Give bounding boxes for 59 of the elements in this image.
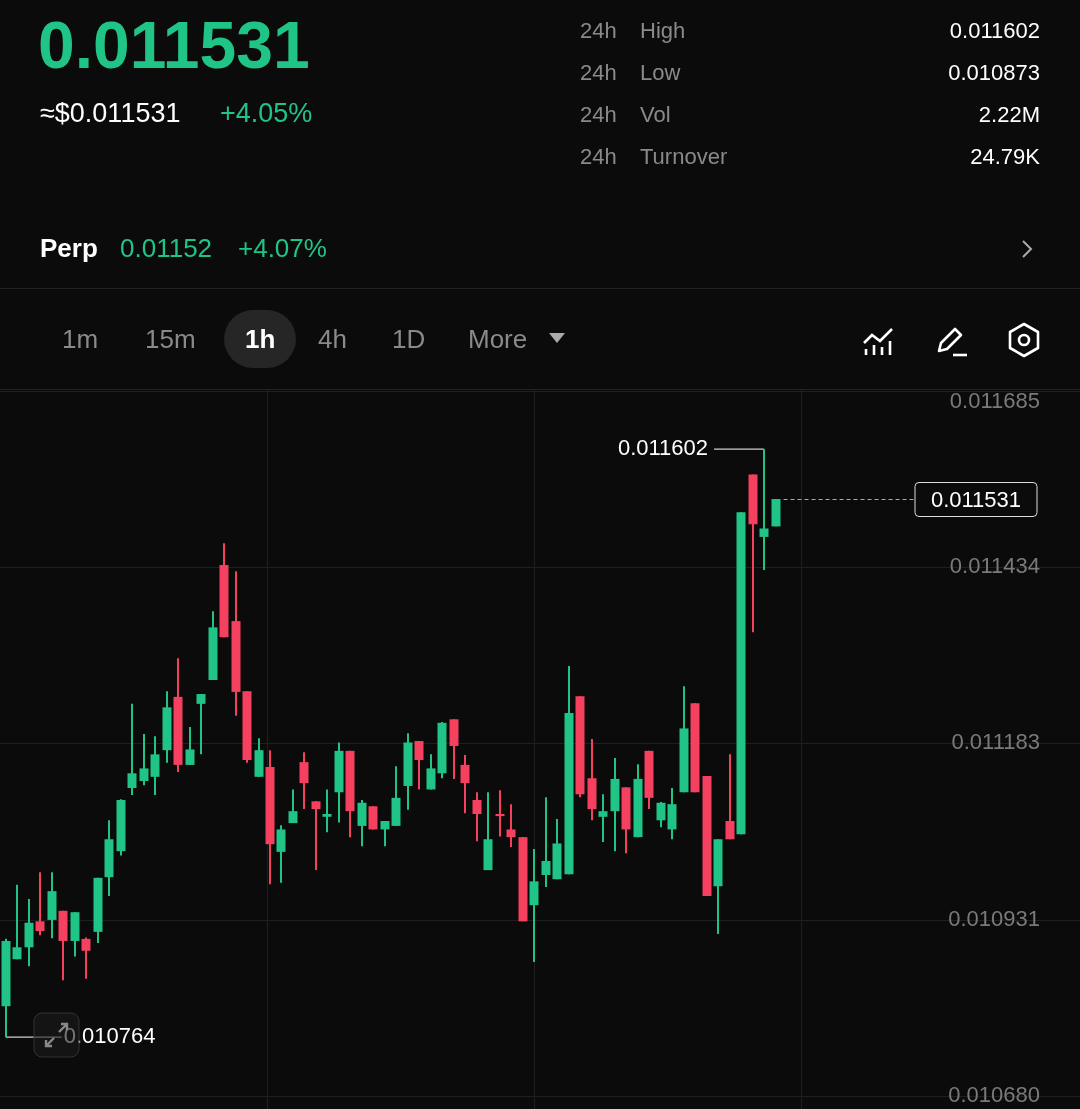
candlestick (656, 801, 666, 829)
annotation: 0.011602 (617, 435, 709, 461)
text: 1h (245, 324, 276, 354)
text: +4.05% (220, 98, 313, 128)
text: 15m (145, 324, 196, 354)
candlestick (150, 735, 160, 797)
chart-subtitle: ≈$0.011531 (40, 98, 181, 128)
candlestick (414, 740, 424, 791)
candlestick (35, 871, 45, 937)
text: Perp (40, 233, 98, 263)
text: Vol (640, 102, 671, 127)
text: 24h (580, 102, 617, 127)
y-tick-label: 0.011685 (949, 388, 1040, 414)
candlestick (196, 693, 206, 756)
text: 24h (580, 144, 617, 169)
candlestick (288, 788, 298, 825)
text: 0.01152 (120, 233, 213, 263)
text: 24h (580, 60, 617, 85)
chart-title: 0.011531 (38, 8, 310, 82)
y-tick-label: 0.010931 (948, 905, 1040, 931)
candlestick (472, 791, 482, 843)
candlestick (311, 800, 321, 872)
y-tick-label: 0.010680 (948, 1082, 1040, 1108)
text: Low (640, 60, 681, 85)
candlestick (81, 936, 91, 980)
annotation: 0.010764 (63, 1023, 156, 1049)
text: 0.010873 (948, 60, 1040, 85)
text: Turnover (640, 144, 728, 169)
text: 2.22M (978, 102, 1040, 127)
candlestick (12, 883, 22, 961)
candlestick (506, 803, 516, 848)
candlestick (460, 754, 470, 815)
candlestick (725, 753, 735, 841)
text: 4h (318, 324, 347, 354)
candlestick (529, 848, 539, 964)
ref-line-label: 0.011531 (930, 486, 1022, 512)
candlestick (139, 733, 149, 787)
candlestick (357, 798, 367, 848)
text: +4.07% (238, 233, 327, 263)
candlestick (185, 726, 195, 766)
candlestick (380, 820, 390, 848)
candlestick (759, 448, 769, 571)
candlestick (276, 824, 286, 884)
candlestick (495, 789, 505, 838)
candlestick (322, 788, 332, 834)
text: More (468, 324, 528, 354)
candlestick (299, 751, 309, 811)
text: 0.011602 (949, 18, 1040, 43)
y-tick-label: 0.011434 (949, 553, 1040, 579)
text: 1D (392, 324, 426, 354)
text: High (640, 18, 686, 43)
text: 24h (580, 18, 617, 43)
text: 1m (62, 324, 99, 354)
candlestick (598, 793, 608, 844)
candlestick (541, 796, 551, 888)
candlestick (127, 702, 137, 797)
candlestick (426, 753, 436, 791)
y-tick-label: 0.011183 (951, 729, 1040, 755)
text: 24.79K (970, 144, 1040, 169)
